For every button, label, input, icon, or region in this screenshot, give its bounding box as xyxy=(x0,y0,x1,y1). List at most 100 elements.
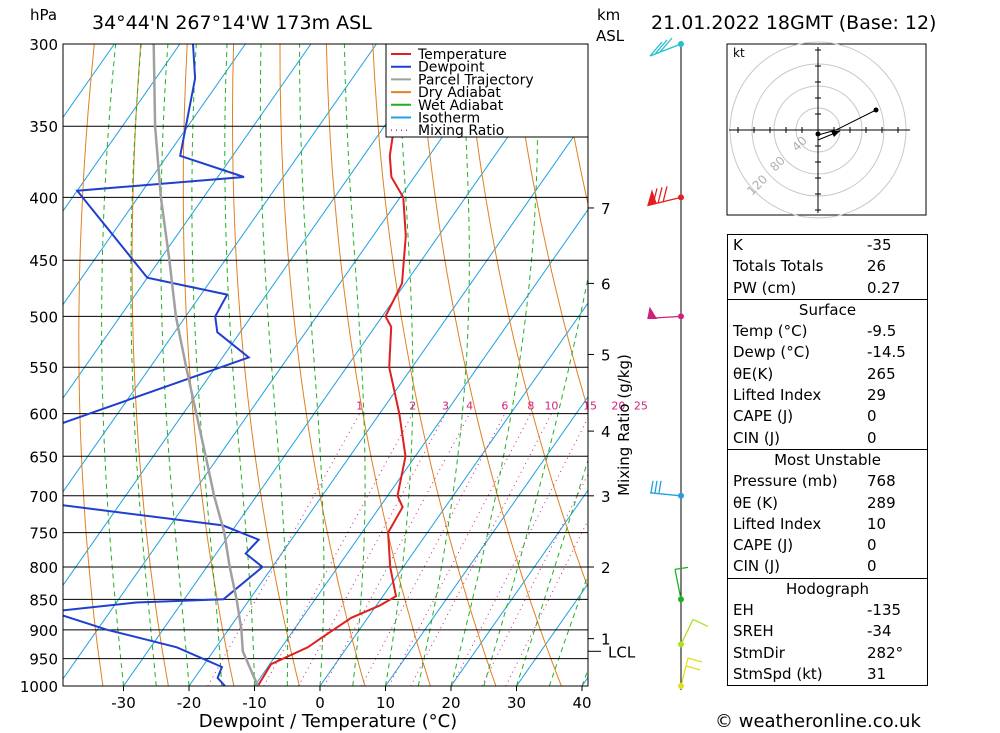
isotherm-line xyxy=(63,44,181,212)
pressure-tick-label: 500 xyxy=(29,308,58,326)
dry-adiabat-line xyxy=(78,44,104,686)
surface-cape-row: CAPE (J) 0 xyxy=(733,407,877,426)
pressure-tick-label: 400 xyxy=(29,189,58,207)
mixing-ratio-line xyxy=(505,519,588,686)
mixing-ratio-label: 8 xyxy=(527,400,534,413)
wind-barb xyxy=(649,37,682,57)
wind-barb xyxy=(649,480,682,497)
pressure-tick-label: 950 xyxy=(29,651,58,669)
dry-adiabat-line xyxy=(511,44,588,412)
mixing-ratio-line xyxy=(323,413,471,686)
hodograph-title: Hodograph xyxy=(785,579,870,598)
km-tick-label: 6 xyxy=(601,275,611,293)
wind-barb xyxy=(680,618,709,645)
mu-cin-row: CIN (J) 0 xyxy=(733,557,877,576)
mixing-ratio-line xyxy=(207,413,361,686)
pressure-tick-label: 450 xyxy=(29,252,58,270)
mixing-ratio-axis-label: Mixing Ratio (g/kg) xyxy=(615,354,633,496)
dry-adiabat-line xyxy=(131,44,169,686)
mu-theta-row: θE (K) 289 xyxy=(733,493,896,512)
isotherm-line xyxy=(63,44,246,306)
wind-barb-pennant xyxy=(647,306,658,320)
copyright[interactable]: © weatheronline.co.uk xyxy=(715,711,921,732)
wind-barb-feather xyxy=(658,480,662,493)
wet-adiabat-line xyxy=(483,274,588,686)
mixing-ratio-label: 1 xyxy=(356,400,363,413)
surface-theta-row: θE(K) 265 xyxy=(733,364,896,383)
wind-barb-feather xyxy=(662,186,668,203)
surface-temp-row: Temp (°C) -9.5 xyxy=(733,322,897,341)
wind-barb-feather xyxy=(654,39,668,55)
wet-adiabat-line xyxy=(417,44,470,686)
hodograph-point xyxy=(815,131,821,137)
mixing-ratio-label: 10 xyxy=(544,400,558,413)
wet-adiabat-line xyxy=(130,44,157,686)
parcel-trajectory-profile-line xyxy=(152,44,259,686)
dry-adiabat-line xyxy=(231,44,300,686)
temperature-tick-label: 0 xyxy=(315,694,325,712)
wet-adiabat-line xyxy=(160,44,190,686)
mixing-ratio-line xyxy=(451,416,588,686)
surface-section: Surface Temp (°C) -9.5 Dewp (°C) -14.5 θE(… xyxy=(728,298,927,449)
totals-totals-row: Totals Totals 26 xyxy=(733,257,887,276)
wind-barb-feather xyxy=(649,41,663,57)
wind-barb-feather xyxy=(674,566,689,570)
pressure-unit: hPa xyxy=(30,6,58,24)
temperature-tick-label: 10 xyxy=(376,694,395,712)
temperature-tick-label: -20 xyxy=(177,694,202,712)
wet-adiabat-line xyxy=(224,44,255,686)
dry-adiabat-line xyxy=(930,44,1000,686)
dry-adiabat-line xyxy=(418,44,562,686)
wet-adiabat-line xyxy=(299,44,325,686)
hodograph-trace xyxy=(817,109,877,136)
dewpoint-profile-line xyxy=(63,44,265,686)
wind-barb-feather xyxy=(685,665,701,671)
mu-li-row: Lifted Index 10 xyxy=(733,514,887,533)
pressure-tick-label: 300 xyxy=(29,36,58,54)
wind-barb-feather xyxy=(652,188,658,205)
dry-adiabat-line xyxy=(976,44,1000,686)
eh-row: EH -135 xyxy=(733,601,902,620)
pressure-tick-label: 900 xyxy=(29,622,58,640)
isotherm-line xyxy=(450,489,588,686)
dry-adiabat-line xyxy=(325,44,431,686)
wind-barb xyxy=(647,186,682,207)
pressure-tick-label: 750 xyxy=(29,525,58,543)
wind-profile xyxy=(647,37,709,690)
mixing-ratio-label: 3 xyxy=(442,400,449,413)
wind-barb xyxy=(674,566,689,600)
wind-barb-shaft xyxy=(649,492,682,497)
hodograph-point xyxy=(873,107,879,113)
mixing-ratio-label: 20 xyxy=(611,400,625,413)
wet-adiabat-line xyxy=(101,44,124,686)
pressure-tick-label: 1000 xyxy=(20,678,58,696)
mixing-ratio-label: 6 xyxy=(501,400,508,413)
most-unstable-title: Most Unstable xyxy=(774,450,881,469)
wind-barb-feather xyxy=(687,657,703,663)
mixing-ratio-line xyxy=(298,413,446,686)
km-tick-label: 5 xyxy=(601,346,611,364)
isotherm-line xyxy=(385,395,588,686)
surface-cin-row: CIN (J) 0 xyxy=(733,428,877,447)
isotherm-line xyxy=(319,302,588,686)
temperature-profile-line xyxy=(256,44,417,686)
isotherm-line xyxy=(63,44,443,587)
km-tick-label: 3 xyxy=(601,488,611,506)
wind-barb-shaft xyxy=(680,657,689,687)
legend-label: Dry Adiabat xyxy=(418,85,501,101)
km-tick-label: 1 xyxy=(601,631,611,649)
mu-pressure-row: Pressure (mb) 768 xyxy=(733,472,896,491)
km-tick-label: 2 xyxy=(601,559,611,577)
surface-li-row: Lifted Index 29 xyxy=(733,386,887,405)
mixing-ratio-line xyxy=(263,413,414,686)
wind-barb-feather xyxy=(659,37,673,53)
temperature-tick-label: -30 xyxy=(111,694,136,712)
pressure-tick-label: 550 xyxy=(29,359,58,377)
isotherm-line xyxy=(63,44,508,680)
mixing-ratio-line xyxy=(388,413,532,686)
mixing-ratio-label: 4 xyxy=(466,400,473,413)
wet-adiabat-line xyxy=(385,44,414,686)
mixing-ratio-label: 25 xyxy=(634,400,648,413)
legend-label: Dewpoint xyxy=(418,60,485,76)
